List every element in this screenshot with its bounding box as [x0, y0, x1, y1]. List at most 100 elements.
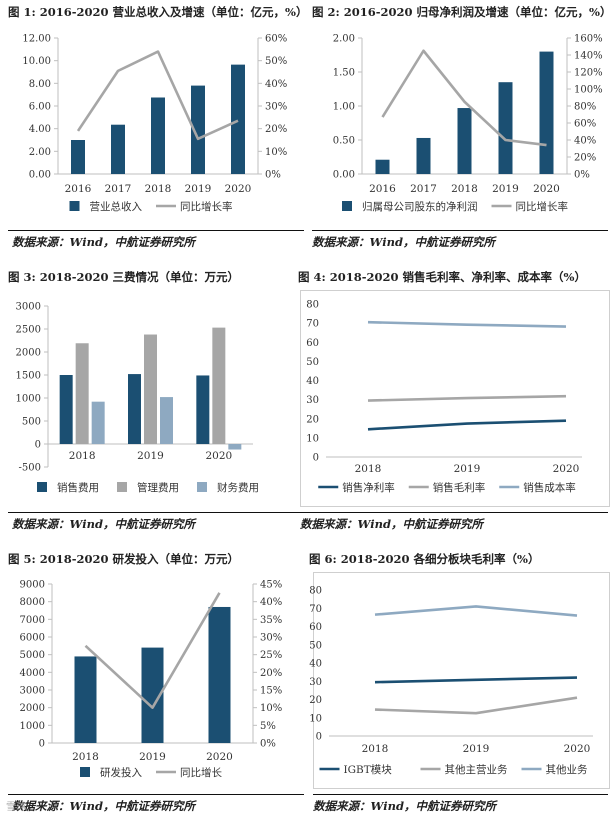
- bar: [160, 397, 173, 444]
- y-tick-label: 40: [306, 376, 319, 387]
- chart-4-margins: 0 10 20 30 40 50 60 70 80 2018 2019 2020 销售净利率 销售毛利率 销…: [306, 300, 582, 494]
- series-line: [367, 419, 567, 431]
- figure-1-source: 数据来源：Wind，中航证券研究所: [12, 235, 195, 249]
- y-tick-label-right: 0%: [260, 739, 276, 750]
- bar: [375, 159, 390, 174]
- x-tick-label: 2019: [454, 463, 481, 475]
- bar: [208, 606, 231, 743]
- y-tick-label: 0.00: [333, 170, 355, 181]
- legend-label: 同比增长率: [180, 200, 233, 213]
- x-tick-label: 2018: [145, 183, 172, 195]
- y-tick-label: 30: [309, 677, 322, 688]
- x-tick-label: 2020: [205, 450, 232, 462]
- figure-4-source: 数据来源：Wind，中航证券研究所: [300, 517, 483, 531]
- y-tick-label: 20: [309, 695, 322, 706]
- bar: [212, 327, 226, 444]
- legend-swatch: [69, 201, 80, 211]
- legend-label: 销售净利率: [342, 481, 395, 494]
- figure-4-title: 图 4: 2018-2020 销售毛利率、净利率、成本率（%）: [298, 270, 586, 284]
- figure-1-title: 图 1: 2016-2020 营业总收入及增速（单位：亿元，%）: [8, 5, 308, 19]
- figure-6-divider: [313, 794, 608, 795]
- legend-label: 销售费用: [57, 481, 99, 494]
- bar: [71, 140, 85, 174]
- x-tick-label: 2020: [225, 183, 252, 195]
- bar: [59, 375, 73, 444]
- y-tick-label: 1000: [20, 721, 45, 732]
- y-tick-label: 4.00: [29, 124, 51, 135]
- y-tick-label-right: 50%: [265, 56, 287, 67]
- series-line: [381, 49, 547, 147]
- figure-3-divider: [8, 512, 304, 513]
- y-tick-label-right: 80%: [574, 102, 596, 113]
- legend-label: 销售毛利率: [433, 481, 486, 494]
- figure-6-source: 数据来源：Wind，中航证券研究所: [313, 799, 496, 813]
- legend-label: 其他业务: [546, 763, 588, 776]
- y-tick-label: 1500: [16, 371, 41, 382]
- x-tick-label: 2018: [72, 751, 99, 763]
- y-tick-label: 2.00: [333, 34, 355, 45]
- x-tick-label: 2018: [355, 463, 382, 475]
- y-tick-label: 1000: [16, 394, 41, 405]
- y-tick-label: 30: [306, 395, 319, 406]
- legend-label: 同比增长: [180, 766, 222, 779]
- series-line: [367, 320, 567, 328]
- bar: [196, 375, 210, 444]
- legend-label: 归属母公司股东的净利润: [362, 200, 478, 213]
- legend-label: 管理费用: [137, 481, 179, 494]
- bar: [498, 82, 513, 174]
- y-tick-label: -500: [19, 463, 41, 474]
- y-tick-label: 50: [309, 640, 322, 651]
- y-tick-label: 0: [35, 440, 41, 451]
- bar: [191, 85, 205, 174]
- bar: [231, 64, 245, 174]
- y-tick-label: 4000: [20, 668, 45, 679]
- y-tick-label: 7000: [20, 615, 45, 626]
- legend-label: 营业总收入: [90, 200, 143, 213]
- bar: [128, 374, 141, 444]
- figure-4-divider: [300, 512, 608, 513]
- bar: [91, 401, 105, 444]
- y-tick-label: 40: [309, 659, 322, 670]
- x-tick-label: 2019: [463, 743, 490, 755]
- bar: [141, 647, 164, 743]
- figure-5-source: 数据来源：Wind，中航证券研究所: [12, 799, 195, 813]
- bar: [416, 137, 431, 174]
- y-tick-label: 2500: [16, 325, 41, 336]
- legend-label: 同比增长率: [516, 200, 569, 213]
- y-tick-label-right: 60%: [574, 119, 596, 130]
- chart-6-segment-margins: 0 10 20 30 40 50 60 70 80 2018 2019 2020 IGBT模块 其他主营业…: [309, 586, 593, 776]
- watermark-logo: 雪球: [6, 802, 26, 813]
- y-tick-label-right: 45%: [260, 580, 282, 591]
- y-tick-label: 8000: [20, 597, 45, 608]
- y-tick-label: 0: [313, 453, 319, 464]
- y-tick-label: 80: [309, 586, 322, 597]
- chart-3-three-expenses: -500 0 500 1000 1500 2000 2500 3000 2018 2019 2020…: [16, 302, 259, 495]
- y-tick-label-right: 0%: [574, 170, 590, 181]
- y-tick-label-right: 0%: [265, 170, 281, 181]
- chart-5-rd-investment: 0 1000 2000 3000 4000 5000 6000 7000 8000 9000 0% 5…: [20, 580, 283, 780]
- series-line: [76, 50, 239, 141]
- y-tick-label: 10: [309, 713, 322, 724]
- x-tick-label: 2020: [553, 463, 580, 475]
- legend-label: 研发投入: [100, 766, 142, 779]
- series-line: [367, 394, 567, 402]
- x-tick-label: 2018: [451, 183, 478, 195]
- y-tick-label: 1.50: [333, 68, 355, 79]
- y-tick-label: 500: [22, 417, 41, 428]
- series-line: [374, 605, 578, 617]
- y-tick-label-right: 20%: [265, 124, 287, 135]
- x-tick-label: 2020: [206, 751, 233, 763]
- y-tick-label: 20: [306, 414, 319, 425]
- y-tick-label-right: 5%: [260, 721, 276, 732]
- legend-swatch: [80, 767, 90, 777]
- y-tick-label-right: 40%: [265, 79, 287, 90]
- series-line: [84, 592, 221, 709]
- x-tick-label: 2018: [69, 450, 96, 462]
- figure-2-divider: [312, 230, 608, 231]
- figure-6-title: 图 6: 2018-2020 各细分板块毛利率（%）: [309, 552, 540, 566]
- y-tick-label: 70: [309, 604, 322, 615]
- y-tick-label: 5000: [20, 650, 45, 661]
- x-tick-label: 2017: [410, 183, 437, 195]
- y-tick-label: 9000: [20, 580, 45, 591]
- y-tick-label-right: 25%: [260, 650, 282, 661]
